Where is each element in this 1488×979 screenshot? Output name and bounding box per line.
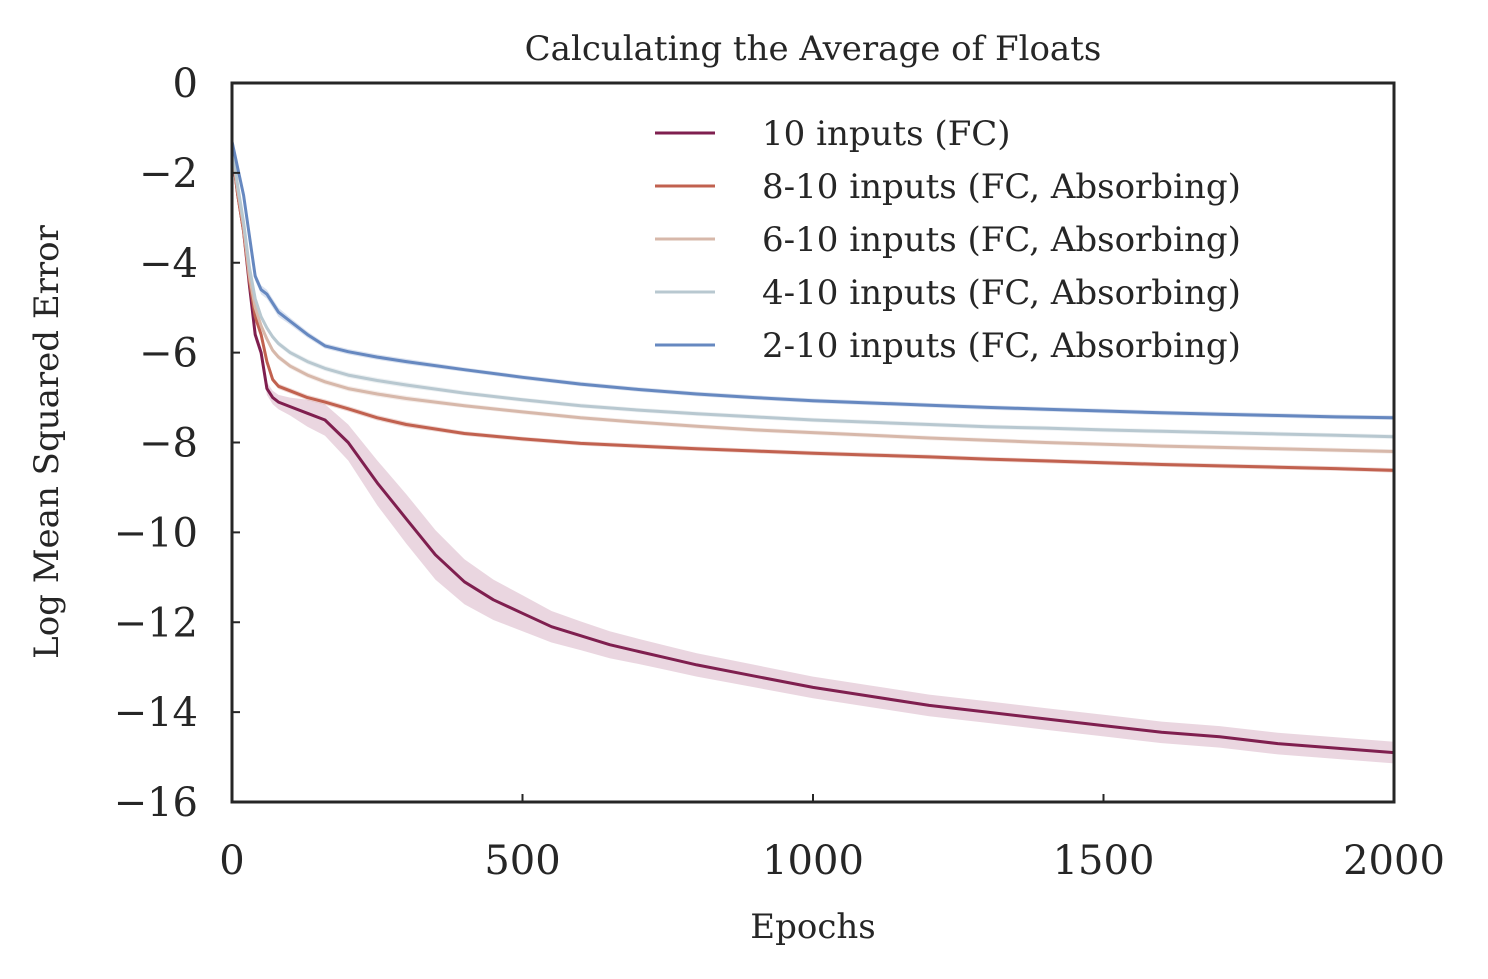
chart-title: Calculating the Average of Floats	[525, 29, 1102, 69]
legend-label-10-inputs-fc: 10 inputs (FC)	[762, 114, 1011, 154]
series-line-4-10-inputs-fc-absorbing	[230, 145, 1395, 439]
x-axis: 0 500 1000 1500 2000	[219, 794, 1445, 884]
y-tick-label: 0	[173, 61, 198, 107]
legend-label-4-10-inputs-fc-absorbing: 4-10 inputs (FC, Absorbing)	[762, 273, 1241, 313]
y-tick-label: −4	[139, 241, 198, 287]
series-line-2-10-inputs-fc-absorbing	[230, 141, 1395, 420]
x-tick-label: 1500	[1053, 838, 1155, 884]
legend: 10 inputs (FC) 8-10 inputs (FC, Absorbing…	[655, 114, 1241, 366]
series-lines	[230, 141, 1395, 755]
y-tick-label: −6	[139, 331, 198, 377]
x-axis-label: Epochs	[750, 907, 875, 947]
y-tick-label: −8	[139, 421, 198, 467]
x-tick-label: 500	[484, 838, 560, 884]
legend-label-8-10-inputs-fc-absorbing: 8-10 inputs (FC, Absorbing)	[762, 167, 1241, 207]
y-tick-label: −12	[114, 600, 198, 646]
y-tick-label: −2	[139, 151, 198, 197]
x-tick-label: 1000	[762, 838, 864, 884]
legend-label-6-10-inputs-fc-absorbing: 6-10 inputs (FC, Absorbing)	[762, 220, 1241, 260]
band-10-inputs-fc	[232, 150, 1394, 764]
y-axis-label: Log Mean Squared Error	[27, 224, 67, 658]
y-tick-label: −16	[114, 780, 198, 826]
series-line-8-10-inputs-fc-absorbing	[230, 150, 1395, 472]
y-tick-label: −10	[114, 510, 198, 556]
x-tick-label: 0	[219, 838, 244, 884]
legend-label-2-10-inputs-fc-absorbing: 2-10 inputs (FC, Absorbing)	[762, 326, 1241, 366]
y-axis: 0 −2 −4 −6 −8 −10 −12 −14 −16	[114, 61, 240, 826]
confidence-bands	[232, 141, 1394, 764]
series-line-10-inputs-fc	[230, 150, 1395, 755]
series-line-6-10-inputs-fc-absorbing	[230, 150, 1395, 453]
y-tick-label: −14	[114, 690, 198, 736]
x-tick-label: 2000	[1343, 838, 1445, 884]
